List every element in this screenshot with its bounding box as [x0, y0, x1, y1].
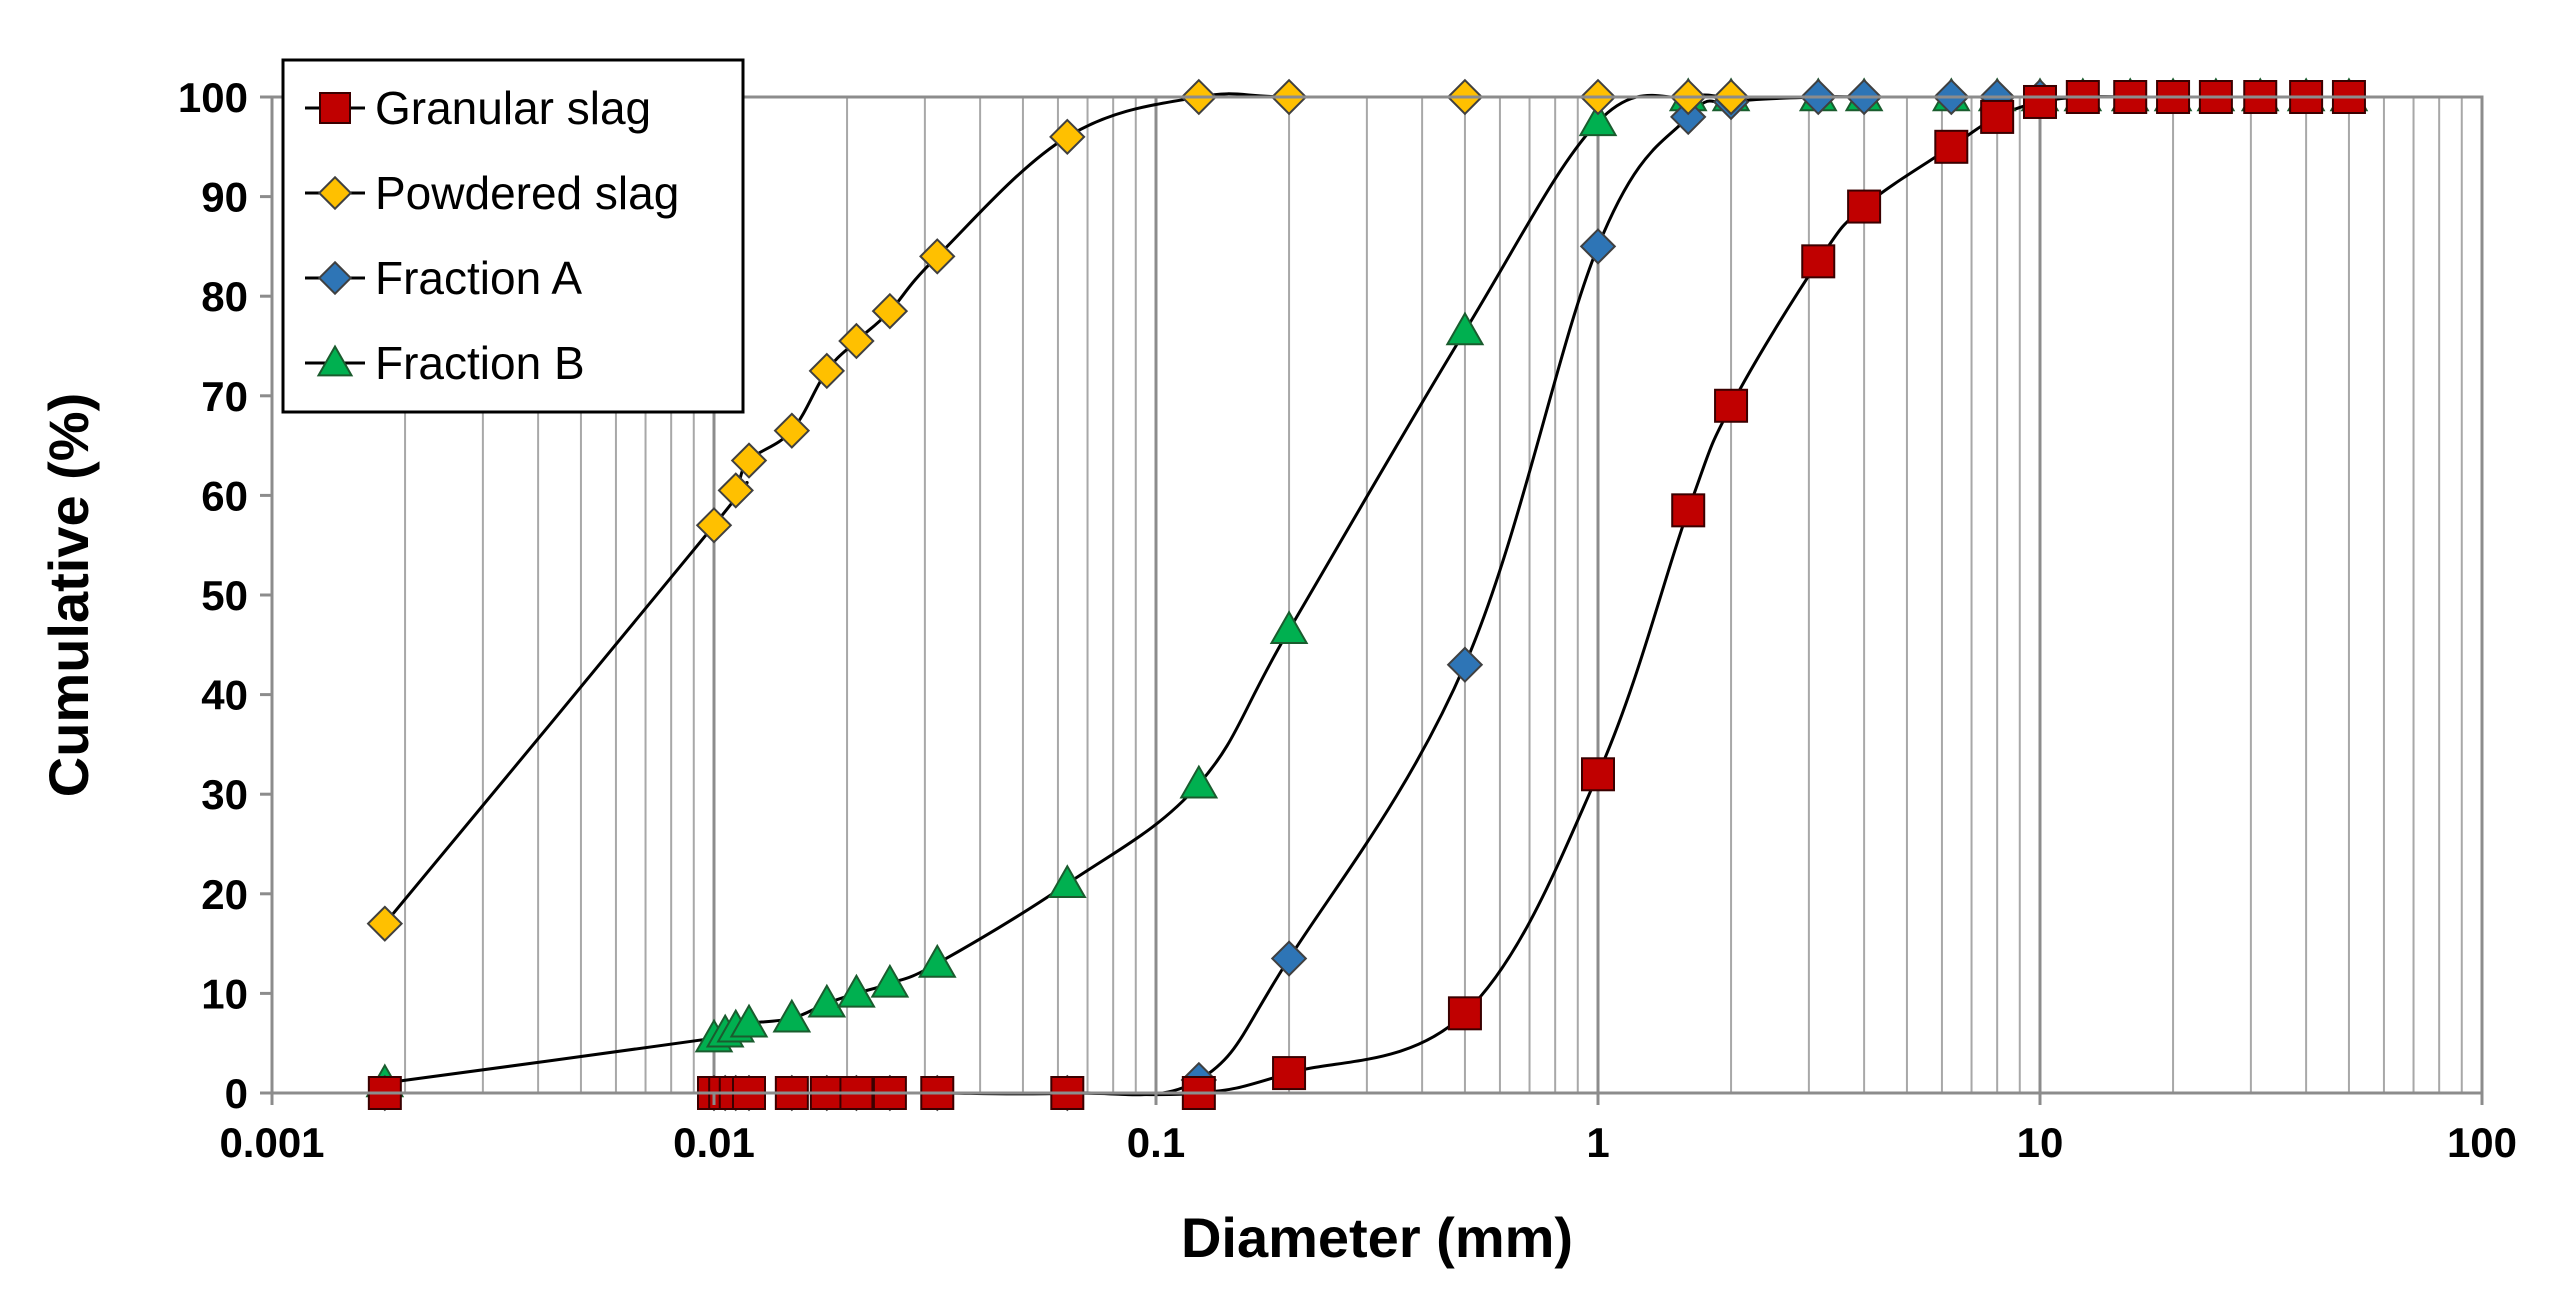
data-point-triangle: [837, 973, 876, 1008]
data-point-triangle: [729, 1003, 769, 1038]
data-point-square: [1801, 244, 1836, 279]
y-tick-label: 50: [201, 572, 248, 619]
x-tick-label: 1: [1586, 1119, 1609, 1166]
legend-label: Fraction B: [375, 337, 585, 389]
y-tick-label: 60: [201, 472, 248, 519]
data-point-diamond: [919, 238, 956, 275]
y-tick-label: 100: [178, 74, 248, 121]
data-point-diamond: [1270, 940, 1308, 977]
x-tick-label: 0.01: [673, 1119, 755, 1166]
x-axis-title: Diameter (mm): [1181, 1206, 1573, 1269]
data-point-square: [1272, 1056, 1307, 1091]
data-point-diamond: [773, 412, 811, 449]
data-point-triangle: [1445, 311, 1485, 346]
data-point-diamond: [838, 322, 875, 360]
data-point-triangle: [917, 943, 957, 978]
data-point-diamond: [1670, 98, 1707, 136]
legend: Granular slag Powdered slag Fraction A Frac…: [281, 58, 745, 414]
legend-marker: [319, 92, 351, 124]
y-tick-label: 20: [201, 871, 248, 918]
data-point-square: [1714, 388, 1749, 423]
y-tick-label: 30: [201, 771, 248, 818]
y-axis-title: Cumulative (%): [37, 393, 100, 798]
data-point-diamond: [717, 472, 754, 509]
legend-marker: [317, 175, 353, 211]
data-point-square: [1671, 493, 1706, 528]
data-point-square: [1581, 757, 1615, 792]
x-tick-label: 100: [2447, 1119, 2517, 1166]
y-tick-label: 10: [201, 970, 248, 1017]
legend-label: Powdered slag: [375, 167, 679, 219]
data-point-square: [1447, 996, 1482, 1031]
data-point-triangle: [1047, 864, 1087, 899]
data-point-diamond: [808, 352, 846, 390]
data-point-diamond: [1049, 118, 1086, 156]
legend-label: Fraction A: [375, 252, 582, 304]
data-point-square: [1847, 189, 1882, 224]
x-tick-label: 0.1: [1127, 1119, 1185, 1166]
y-tick-label: 0: [225, 1070, 248, 1117]
data-point-square: [1980, 99, 2015, 134]
axes: 0.001 0.01 0.1 1 10 100 0 10 20 30 40 50 60 70 80 90 100: [178, 74, 2517, 1166]
x-tick-label: 10: [2017, 1119, 2064, 1166]
legend-box: [281, 58, 745, 414]
y-tick-label: 70: [201, 373, 248, 420]
x-tick-label: 0.001: [219, 1119, 324, 1166]
data-point-diamond: [1579, 228, 1617, 265]
data-point-triangle: [1269, 610, 1309, 645]
data-point-triangle: [870, 963, 910, 998]
legend-marker: [317, 260, 353, 296]
data-point-square: [1934, 129, 1969, 164]
data-point-diamond: [871, 292, 909, 330]
data-point-diamond: [366, 905, 404, 942]
data-point-diamond: [730, 442, 768, 479]
data-point-triangle: [807, 983, 847, 1018]
y-tick-label: 40: [201, 672, 248, 719]
legend-label: Granular slag: [375, 82, 651, 134]
data-point-square: [2023, 84, 2057, 119]
data-point-triangle: [1179, 764, 1219, 799]
y-tick-label: 90: [201, 174, 248, 221]
data-point-triangle: [1578, 102, 1618, 137]
data-point-triangle: [772, 998, 812, 1033]
data-point-diamond: [695, 507, 733, 544]
legend-marker: [316, 344, 354, 377]
y-tick-label: 80: [201, 273, 248, 320]
data-point-diamond: [1446, 646, 1484, 683]
